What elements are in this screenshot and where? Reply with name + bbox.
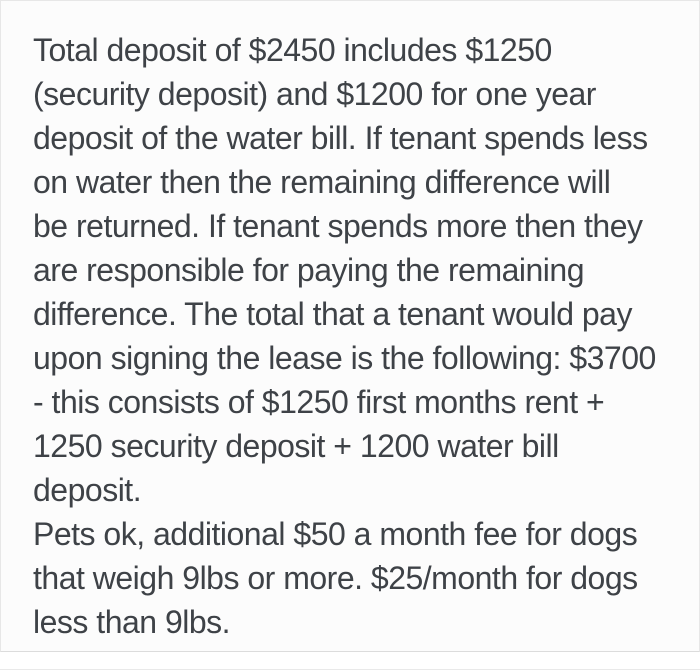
listing-text-line: Total deposit of $2450 includes $1250 xyxy=(33,32,552,68)
listing-text-line: difference. The total that a tenant woul… xyxy=(33,296,632,332)
listing-text-line: on water then the remaining difference w… xyxy=(33,164,611,200)
listing-text-line: - this consists of $1250 first months re… xyxy=(33,384,605,420)
listing-description: Total deposit of $2450 includes $1250 (se… xyxy=(1,1,699,644)
listing-text-line: deposit of the water bill. If tenant spe… xyxy=(33,120,648,156)
listing-text-line: deposit. xyxy=(33,472,142,508)
listing-text-line: upon signing the lease is the following:… xyxy=(33,340,656,376)
listing-text-line: 1250 security deposit + 1200 water bill xyxy=(33,428,559,464)
divider-strip xyxy=(0,652,700,670)
listing-text-line: are responsible for paying the remaining xyxy=(33,252,585,288)
listing-text-line: that weigh 9lbs or more. $25/month for d… xyxy=(33,560,638,596)
listing-text-line: (security deposit) and $1200 for one yea… xyxy=(33,76,596,112)
listing-text-line: be returned. If tenant spends more then … xyxy=(33,208,643,244)
listing-text-line: Pets ok, additional $50 a month fee for … xyxy=(33,516,638,552)
listing-text-card: Total deposit of $2450 includes $1250 (se… xyxy=(0,0,700,652)
listing-text-line: less than 9lbs. xyxy=(33,604,231,640)
